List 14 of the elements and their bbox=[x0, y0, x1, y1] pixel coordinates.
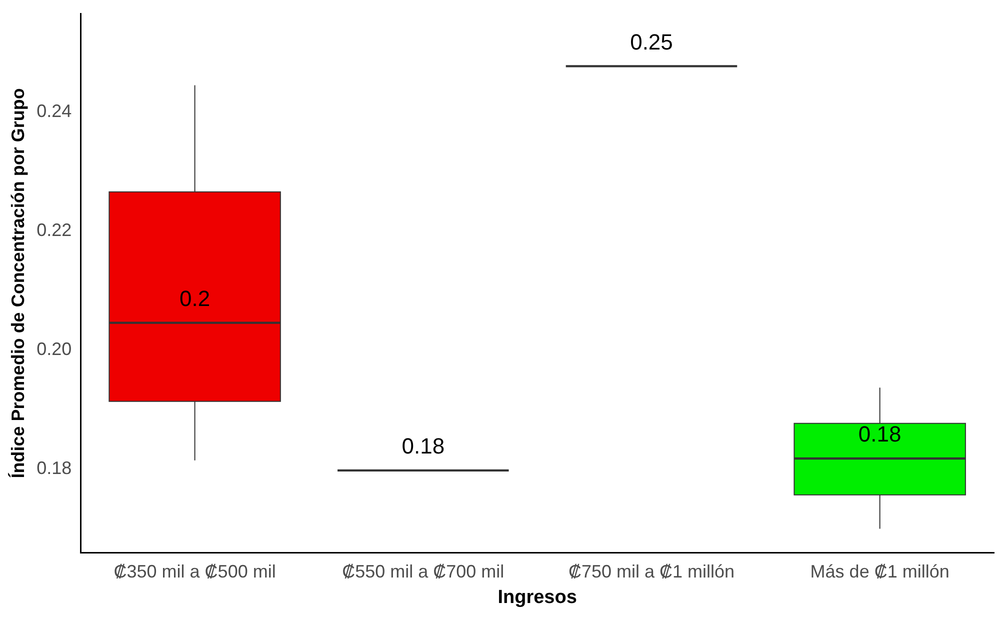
y-axis-title: Índice Promedio de Concentración por Grupo bbox=[8, 88, 28, 478]
x-axis-title: Ingresos bbox=[498, 586, 577, 608]
text: 0.25 bbox=[630, 29, 673, 54]
text: 0.18 bbox=[858, 422, 902, 447]
y-tick-label: 0.20 bbox=[36, 339, 72, 360]
y-tick-label: 0.24 bbox=[36, 101, 72, 122]
text: 0.2 bbox=[180, 286, 210, 311]
text: 0.18 bbox=[402, 434, 445, 459]
x-tick-label: ₡750 mil a ₡1 millón bbox=[568, 561, 735, 582]
y-tick-label: 0.22 bbox=[36, 220, 72, 240]
x-tick-label: ₡350 mil a ₡500 mil bbox=[114, 561, 276, 582]
y-tick-label: 0.18 bbox=[36, 458, 72, 478]
x-tick-label: ₡550 mil a ₡700 mil bbox=[342, 561, 504, 582]
x-tick-label: Más de ₡1 millón bbox=[810, 561, 950, 582]
